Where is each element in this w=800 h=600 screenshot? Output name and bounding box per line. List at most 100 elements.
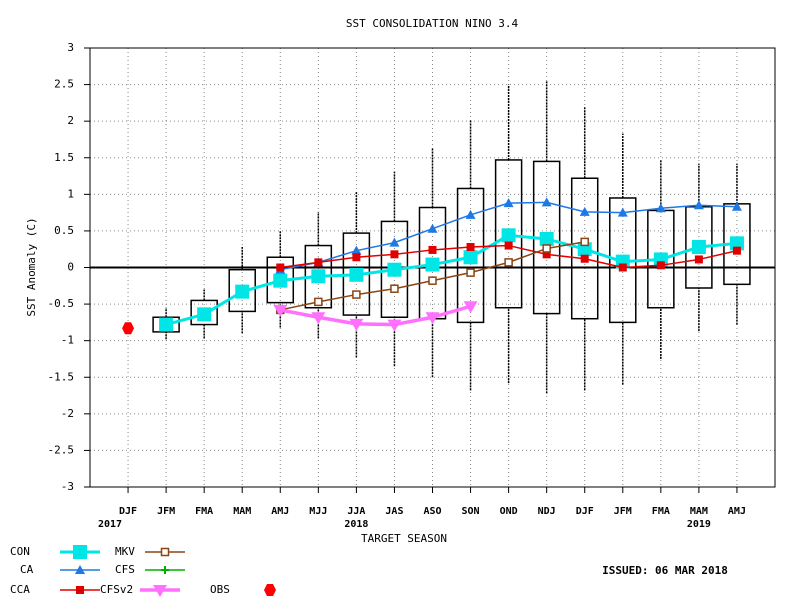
x-tick-label: ASO xyxy=(423,506,441,517)
marker xyxy=(311,312,326,325)
box xyxy=(494,159,523,309)
marker xyxy=(389,237,400,247)
legend-entry: OBS xyxy=(210,583,276,596)
box xyxy=(570,177,599,320)
marker xyxy=(122,322,135,335)
marker xyxy=(273,304,288,317)
x-tick-label: JFM xyxy=(614,506,632,517)
marker xyxy=(732,246,741,255)
legend-label: CA xyxy=(20,563,34,576)
y-tick-label: -1 xyxy=(61,334,74,347)
marker xyxy=(463,301,478,314)
marker xyxy=(235,284,250,299)
marker xyxy=(656,261,665,270)
y-tick-label: 0 xyxy=(67,261,74,274)
marker xyxy=(276,263,285,272)
marker xyxy=(314,258,323,267)
y-tick-label: 3 xyxy=(67,41,74,54)
marker xyxy=(160,547,170,557)
marker xyxy=(153,585,167,597)
x-tick-label: FMA xyxy=(652,506,670,517)
marker xyxy=(314,297,323,307)
year-label: 2019 xyxy=(687,519,711,530)
marker xyxy=(76,586,84,594)
marker xyxy=(501,228,516,243)
marker xyxy=(387,319,402,332)
x-tick-label: NDJ xyxy=(538,506,556,517)
marker xyxy=(427,223,438,233)
marker xyxy=(504,241,513,250)
marker xyxy=(73,545,87,559)
marker xyxy=(542,250,551,259)
marker xyxy=(264,584,276,596)
x-tick-label: JJA xyxy=(347,506,365,517)
x-tick-label: FMA xyxy=(195,506,213,517)
legend-label: CFSv2 xyxy=(100,583,133,596)
year-label: 2017 xyxy=(98,519,122,530)
marker xyxy=(539,231,554,246)
marker xyxy=(311,269,326,284)
marker xyxy=(693,200,704,210)
y-tick-label: -3 xyxy=(61,480,74,493)
marker xyxy=(617,207,628,217)
y-tick-label: -2.5 xyxy=(48,443,75,456)
y-tick-label: -1.5 xyxy=(48,370,75,383)
marker xyxy=(580,254,589,263)
marker xyxy=(504,258,513,267)
y-tick-label: 1.5 xyxy=(54,151,74,164)
marker xyxy=(618,263,627,272)
marker xyxy=(349,267,364,282)
x-tick-label: DJF xyxy=(576,506,594,517)
x-tick-label: AMJ xyxy=(728,506,746,517)
chart-title: SST CONSOLIDATION NINO 3.4 xyxy=(346,17,519,30)
legend-label: CCA xyxy=(10,583,30,596)
issued-note: ISSUED: 06 MAR 2018 xyxy=(602,564,728,577)
marker xyxy=(694,255,703,264)
legend-label: CON xyxy=(10,545,30,558)
box xyxy=(152,316,180,333)
x-axis-label: TARGET SEASON xyxy=(361,532,447,545)
box xyxy=(190,299,218,326)
legend-label: CFS xyxy=(115,563,135,576)
marker xyxy=(466,243,475,252)
marker xyxy=(349,318,364,331)
x-tick-label: SON xyxy=(462,506,480,517)
marker xyxy=(463,250,478,265)
x-tick-label: AMJ xyxy=(271,506,289,517)
marker xyxy=(428,276,437,285)
box xyxy=(228,268,256,313)
marker xyxy=(197,307,212,322)
x-tick-label: JAS xyxy=(385,506,403,517)
marker xyxy=(273,273,288,288)
legend-entry: CFSv2 xyxy=(100,583,180,597)
marker xyxy=(503,198,514,208)
legend-entry: CCA xyxy=(10,583,100,596)
marker xyxy=(159,317,174,332)
year-label: 2018 xyxy=(344,519,368,530)
y-tick-label: 1 xyxy=(67,187,74,200)
marker xyxy=(425,312,440,325)
marker xyxy=(428,245,437,254)
marker xyxy=(541,197,552,207)
marker xyxy=(161,566,169,574)
x-tick-label: MJJ xyxy=(309,506,327,517)
series-line xyxy=(165,233,738,327)
y-tick-label: 2.5 xyxy=(54,78,74,91)
marker xyxy=(390,284,399,293)
marker xyxy=(580,237,589,247)
marker xyxy=(466,268,475,277)
y-tick-label: -2 xyxy=(61,407,74,420)
y-tick-label: 0.5 xyxy=(54,224,74,237)
marker xyxy=(425,257,440,272)
legend-entry: CFS xyxy=(115,563,185,576)
marker xyxy=(731,201,742,211)
marker xyxy=(465,209,476,219)
legend-entry: MKV xyxy=(115,545,185,558)
y-axis-label: SST Anomaly (C) xyxy=(25,217,38,316)
x-tick-label: JFM xyxy=(157,506,175,517)
marker xyxy=(75,565,85,574)
legend-entry: CA xyxy=(20,563,100,576)
x-tick-label: MAM xyxy=(233,506,251,517)
